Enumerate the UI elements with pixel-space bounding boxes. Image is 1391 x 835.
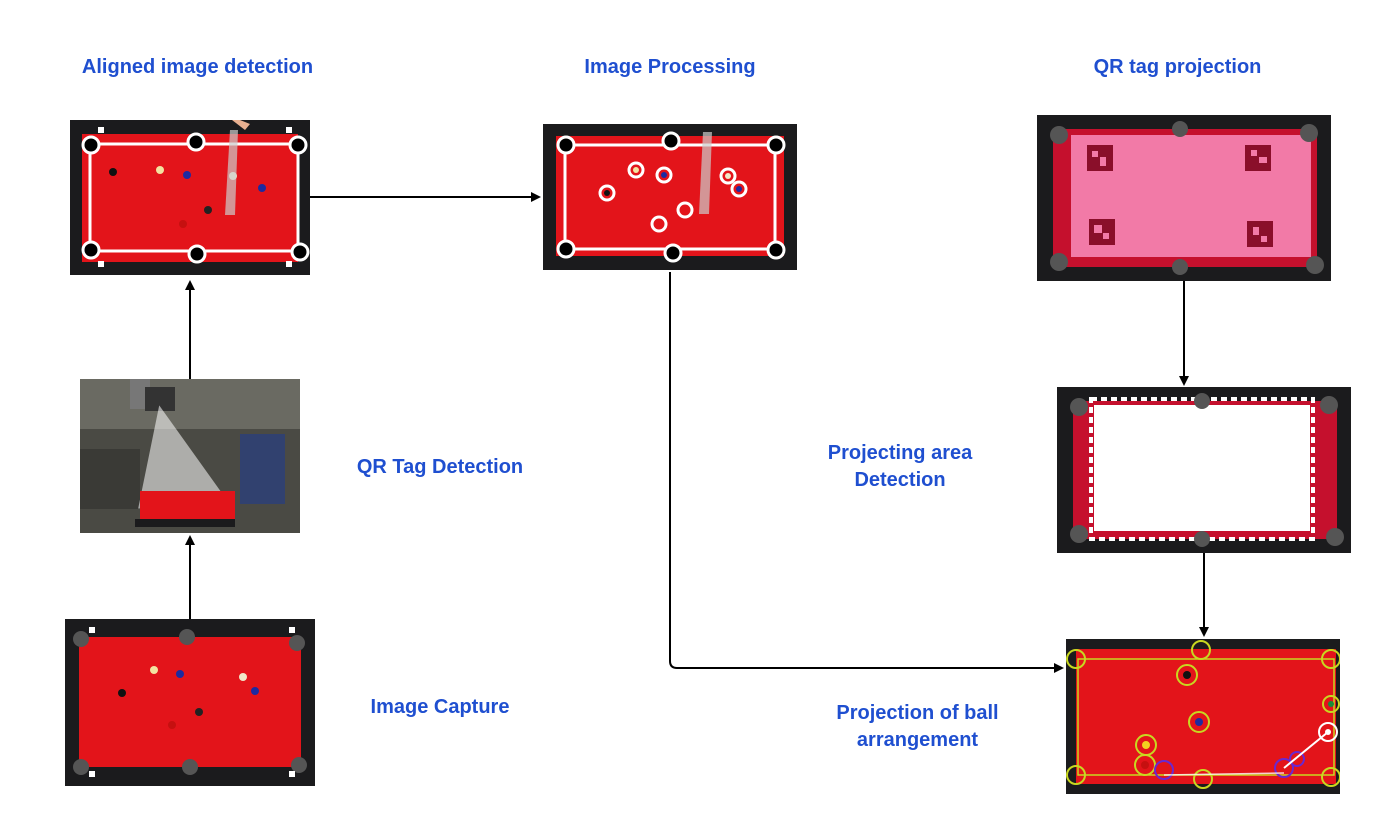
arrow-processing-to-ballprojection — [669, 272, 1064, 673]
label-projecting-area-line1: Projecting area — [827, 442, 973, 464]
qr-tag-detection-image — [80, 379, 300, 533]
projecting-area-detection-image — [1057, 387, 1351, 553]
label-projecting-area-detection: Projecting area Detection — [800, 440, 1000, 494]
label-aligned-image-detection: Aligned image detection — [81, 56, 314, 78]
label-projection-of-ball-arrangement: Projection of ball arrangement — [805, 700, 1030, 754]
label-qr-tag-detection: QR Tag Detection — [356, 456, 524, 478]
label-ball-line2: arrangement — [856, 729, 979, 751]
qr-tag-projection-image — [1037, 115, 1331, 281]
label-projecting-area-line2: Detection — [854, 469, 946, 491]
label-qr-tag-projection: QR tag projection — [1093, 56, 1262, 78]
label-ball-line1: Projection of ball — [836, 702, 999, 724]
ball-arrangement-projection-image — [1066, 639, 1340, 794]
aligned-detection-image — [70, 120, 310, 275]
image-processing-image — [543, 124, 797, 270]
label-image-capture: Image Capture — [370, 696, 510, 718]
image-capture-image — [65, 619, 315, 786]
label-image-processing: Image Processing — [584, 56, 756, 78]
